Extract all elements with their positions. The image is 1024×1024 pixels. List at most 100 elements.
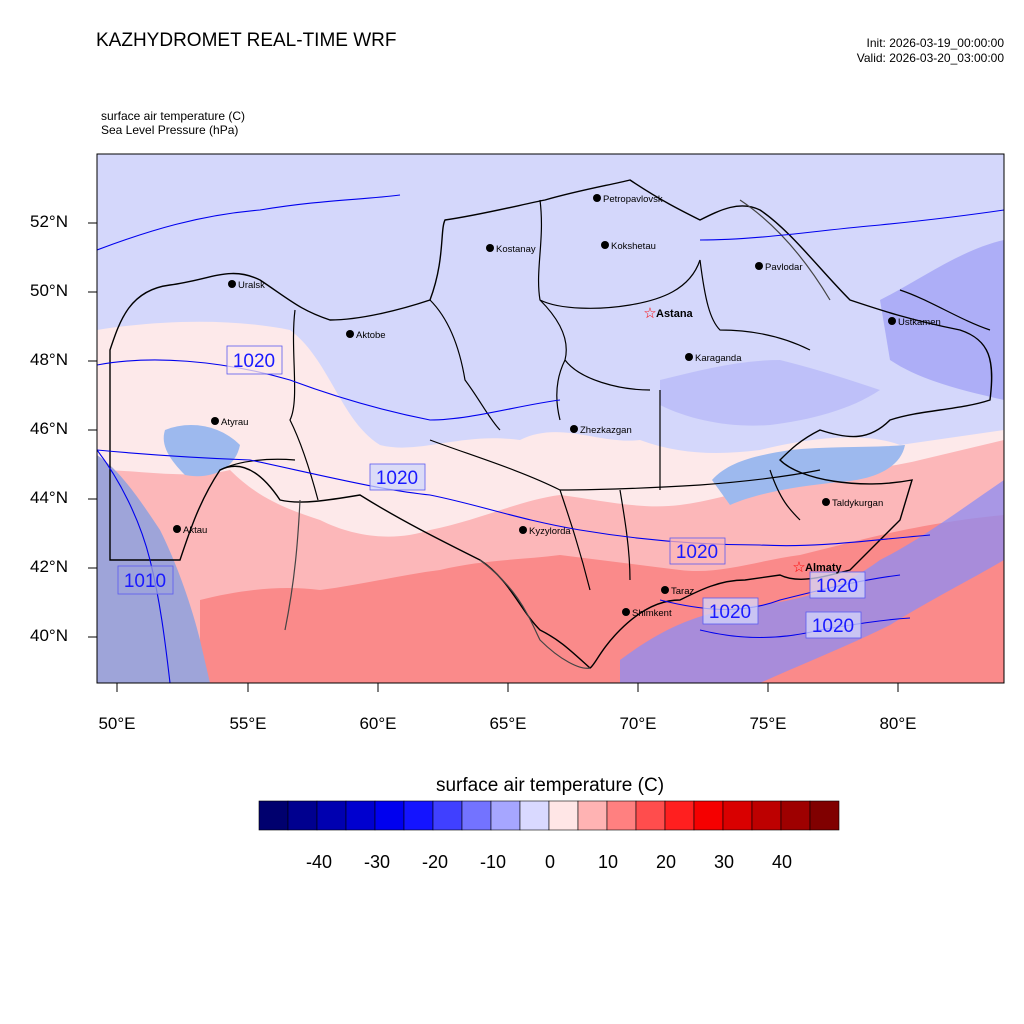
axis-ticks xyxy=(88,222,899,692)
colorbar-cell xyxy=(809,800,840,831)
city-markers: Petropavlovsk Kostanay Kokshetau Pavlodar Ur… xyxy=(173,194,941,619)
lat-label: 48°N xyxy=(30,350,68,369)
lat-label: 50°N xyxy=(30,281,68,300)
colorbar-cell xyxy=(258,800,289,831)
lon-label: 60°E xyxy=(359,714,397,733)
capital-star-icon: ☆ xyxy=(643,305,656,322)
city-dot-icon xyxy=(570,425,578,433)
city-label: Taraz xyxy=(671,586,694,597)
colorbar-label: 0 xyxy=(544,852,555,872)
city-dot-icon xyxy=(228,280,236,288)
colorbar-title: surface air temperature (C) xyxy=(435,775,665,796)
city-dot-icon xyxy=(486,244,494,252)
city-label: Aktobe xyxy=(356,330,386,341)
colorbar-label: 40 xyxy=(771,852,793,872)
isobar-label: 1010 xyxy=(124,571,166,592)
city-label: Pavlodar xyxy=(765,262,803,273)
city-label: Kostanay xyxy=(496,244,536,255)
colorbar-cell xyxy=(548,800,579,831)
altai-snow xyxy=(880,240,1004,400)
colorbar-cell xyxy=(432,800,463,831)
city-label: Petropavlovsk xyxy=(603,194,663,205)
city-dot-icon xyxy=(519,526,527,534)
colorbar-cell xyxy=(345,800,376,831)
city-label: Ustkamen xyxy=(898,317,941,328)
isobar-labels: 1020 1020 1010 1020 1020 1020 1020 xyxy=(124,351,858,637)
isobar-label: 1020 xyxy=(816,576,858,597)
colorbar-cells xyxy=(258,800,840,831)
colorbar-cell xyxy=(403,800,434,831)
colorbar-cell xyxy=(316,800,347,831)
lat-label: 42°N xyxy=(30,557,68,576)
colorbar-label: 20 xyxy=(655,852,677,872)
lat-label: 40°N xyxy=(30,626,68,645)
city-label: Karaganda xyxy=(695,353,742,364)
city-dot-icon xyxy=(211,417,219,425)
tianshan-snow xyxy=(620,480,1004,683)
variable-temperature: surface air temperature (C) xyxy=(101,109,246,123)
city-label: Kokshetau xyxy=(611,241,656,252)
isobar-label-boxes xyxy=(117,345,866,639)
city-label: Atyrau xyxy=(221,417,248,428)
lat-label: 52°N xyxy=(30,212,68,231)
colorbar-cell xyxy=(577,800,608,831)
central-upland-cold xyxy=(660,360,880,426)
colorbar-cell xyxy=(722,800,753,831)
colorbar-label: -30 xyxy=(363,852,390,872)
isobar-label: 1020 xyxy=(709,602,751,623)
lon-label: 70°E xyxy=(619,714,657,733)
init-time: Init: 2026-03-19_00:00:00 xyxy=(866,36,1004,50)
colorbar-cell xyxy=(461,800,492,831)
city-dot-icon xyxy=(601,241,609,249)
city-dot-icon xyxy=(346,330,354,338)
variable-list: surface air temperature (C) Sea Level Pr… xyxy=(101,109,245,137)
colorbar-cell xyxy=(519,800,550,831)
lon-label: 75°E xyxy=(749,714,787,733)
colorbar-cell xyxy=(780,800,811,831)
city-label: Almaty xyxy=(805,562,843,574)
city-dot-icon xyxy=(822,498,830,506)
isobar-label: 1020 xyxy=(812,616,854,637)
lat-label: 44°N xyxy=(30,488,68,507)
city-label: Astana xyxy=(656,308,694,320)
foreign-borders xyxy=(284,199,831,669)
city-dot-icon xyxy=(685,353,693,361)
city-dot-icon xyxy=(622,608,630,616)
city-dot-icon xyxy=(888,317,896,325)
isobar-label: 1020 xyxy=(233,351,275,372)
city-label: Uralsk xyxy=(238,280,265,291)
colorbar-cell xyxy=(606,800,637,831)
colorbar-cell xyxy=(635,800,666,831)
capital-star-icon: ☆ xyxy=(792,559,805,576)
variable-pressure: Sea Level Pressure (hPa) xyxy=(101,123,239,137)
city-label: Aktau xyxy=(183,525,207,536)
map-frame xyxy=(96,153,1005,684)
colorbar-label: -20 xyxy=(421,852,448,872)
colorbar-cell xyxy=(490,800,521,831)
city-dot-icon xyxy=(661,586,669,594)
colorbar-label: 10 xyxy=(597,852,619,872)
colorbar-cell xyxy=(664,800,695,831)
city-label: Taldykurgan xyxy=(832,498,883,509)
colorbar-cell xyxy=(287,800,318,831)
chart-title: KAZHYDROMET REAL-TIME WRF xyxy=(96,30,397,51)
colorbar-cell xyxy=(751,800,782,831)
colorbar-cell xyxy=(374,800,405,831)
city-label: Kyzylorda xyxy=(529,526,571,537)
lon-label: 50°E xyxy=(98,714,136,733)
colorbar-label: -40 xyxy=(305,852,332,872)
isobar-label: 1020 xyxy=(676,542,718,563)
caspian-shelf xyxy=(163,425,240,477)
valid-time: Valid: 2026-03-20_03:00:00 xyxy=(856,51,1004,65)
region-borders xyxy=(219,199,991,591)
colorbar-label: -10 xyxy=(479,852,506,872)
lon-label: 65°E xyxy=(489,714,527,733)
city-dot-icon xyxy=(755,262,763,270)
colorbar-label: 30 xyxy=(713,852,735,872)
city-dot-icon xyxy=(593,194,601,202)
colorbar-cell xyxy=(693,800,724,831)
map-fields: 1020 1020 1010 1020 1020 1020 1020 Petro… xyxy=(97,154,1004,683)
city-dot-icon xyxy=(173,525,181,533)
